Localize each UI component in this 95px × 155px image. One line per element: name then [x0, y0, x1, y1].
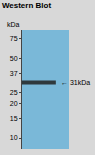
- svg-text:Western Blot: Western Blot: [2, 1, 52, 10]
- svg-text:50: 50: [10, 55, 18, 62]
- svg-text:10: 10: [10, 134, 18, 141]
- svg-text:15: 15: [10, 115, 18, 122]
- svg-text:← 31kDa: ← 31kDa: [61, 79, 90, 86]
- svg-text:37: 37: [10, 70, 18, 77]
- svg-text:25: 25: [10, 89, 18, 96]
- svg-text:20: 20: [10, 100, 18, 107]
- svg-text:kDa: kDa: [7, 21, 20, 28]
- svg-text:75: 75: [10, 35, 18, 42]
